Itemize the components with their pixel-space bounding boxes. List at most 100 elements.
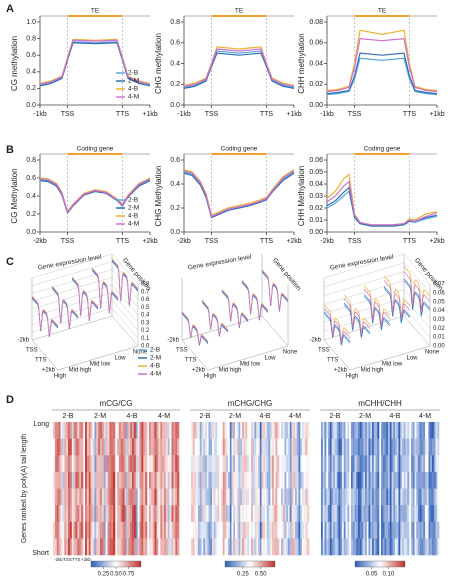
heatmap-cell <box>236 538 239 556</box>
heatmap-cell <box>75 521 78 539</box>
heatmap-cell <box>382 455 385 473</box>
heatmap-cell <box>81 438 84 456</box>
y-axis-label: CG Methylation <box>10 168 19 223</box>
heatmap-cell <box>88 488 91 506</box>
heatmap-cell <box>122 471 125 489</box>
heatmap-cell <box>437 438 440 456</box>
heatmap-cell <box>398 538 401 556</box>
heatmap-cell <box>403 422 406 439</box>
column-label: 4-B <box>390 413 401 420</box>
heatmap-cell <box>307 538 310 556</box>
heatmap-cell <box>326 471 329 489</box>
floor-edge <box>207 345 289 371</box>
heatmap-cell <box>418 438 420 456</box>
heatmap-cell <box>149 521 152 539</box>
heatmap-cell <box>425 438 427 456</box>
heatmap-cell <box>336 505 339 522</box>
heatmap-cell <box>329 538 332 556</box>
heatmap-cell <box>79 422 82 439</box>
heatmap-cell <box>128 438 131 456</box>
x-tick-label: -1kb <box>320 111 334 118</box>
heatmap-cell <box>411 505 413 522</box>
heatmap-cell <box>340 505 343 522</box>
heatmap-cell <box>414 521 417 539</box>
heatmap-cell <box>113 521 116 539</box>
heatmap-cell <box>62 488 65 506</box>
heatmap-cell <box>288 422 290 439</box>
heatmap-cell <box>240 538 243 556</box>
heatmap-cell <box>322 488 325 506</box>
heatmap-cell <box>222 455 225 473</box>
heatmap-cell <box>403 538 406 556</box>
heatmap-cell <box>152 438 155 456</box>
heatmap-cell <box>324 488 327 506</box>
heatmap-cell <box>284 455 287 473</box>
heatmap-cell <box>113 471 116 489</box>
profile-line <box>221 289 249 327</box>
heatmap-cell <box>407 521 410 539</box>
heatmap-cell <box>345 521 348 539</box>
heatmap-cell <box>54 422 58 439</box>
profile-line <box>201 301 229 337</box>
heatmap-cell <box>359 422 362 439</box>
heatmap-cell <box>206 521 209 539</box>
heatmap-cell <box>192 422 195 439</box>
heatmap-cell <box>275 455 278 473</box>
y-tick-label: 0.4 <box>26 69 36 76</box>
heatmap-cell <box>277 455 280 473</box>
heatmap-cell <box>245 438 248 456</box>
heatmap-cell <box>64 455 67 473</box>
heatmap-cell <box>143 538 146 556</box>
heatmap-cell <box>403 505 406 522</box>
heatmap-cell <box>375 471 378 489</box>
heatmap-cell <box>90 471 93 489</box>
heatmap-cell <box>111 455 114 473</box>
heatmap-cell <box>352 521 355 539</box>
heatmap-cell <box>245 505 248 522</box>
heatmap-cell <box>400 438 403 456</box>
heatmap-cell <box>81 538 84 556</box>
heatmap-cell <box>221 422 223 439</box>
heatmap-cell <box>64 505 67 522</box>
profile-line <box>51 286 79 329</box>
heatmap-cell <box>236 455 239 473</box>
heatmap-cell <box>333 471 336 489</box>
heatmap-cell <box>229 422 232 439</box>
heatmap-cell <box>162 521 165 539</box>
heatmap-cell <box>386 521 389 539</box>
heatmap-cell <box>351 538 353 556</box>
heatmap-cell <box>258 521 260 539</box>
heatmap-cell <box>88 521 91 539</box>
heatmap-cell <box>81 471 84 489</box>
heatmap-cell <box>256 488 259 506</box>
heatmap-cell <box>192 488 195 506</box>
heatmap-cell <box>240 438 243 456</box>
heatmap-cell <box>103 521 106 539</box>
heatmap-cell <box>92 521 95 539</box>
heatmap-cell <box>240 521 243 539</box>
heatmap-cell <box>137 438 140 456</box>
heatmap-cell <box>377 471 380 489</box>
heatmap-cell <box>252 488 255 506</box>
heatmap-cell <box>100 538 103 556</box>
heatmap-cell <box>103 538 106 556</box>
heatmap-cell <box>203 438 206 456</box>
heatmap-cell <box>96 438 99 456</box>
y-tick-label: 0.8 <box>170 19 180 26</box>
heatmap-cell <box>263 505 266 522</box>
heatmap-cell <box>419 455 422 473</box>
y-tick-label: 1.0 <box>26 19 36 26</box>
heatmap-cell <box>345 538 348 556</box>
heatmap-cell <box>351 488 353 506</box>
heatmap-cell <box>336 521 339 539</box>
heatmap-cell <box>229 471 232 489</box>
profile-line <box>71 278 99 322</box>
heatmap-cell <box>167 471 170 489</box>
heatmap-cell <box>418 505 420 522</box>
heatmap-cell <box>347 488 350 506</box>
heatmap-cell <box>92 455 95 473</box>
heatmap-cell <box>370 488 373 506</box>
heatmap-cell <box>282 438 285 456</box>
profile-line <box>323 311 351 345</box>
heatmap-cell <box>296 538 299 556</box>
